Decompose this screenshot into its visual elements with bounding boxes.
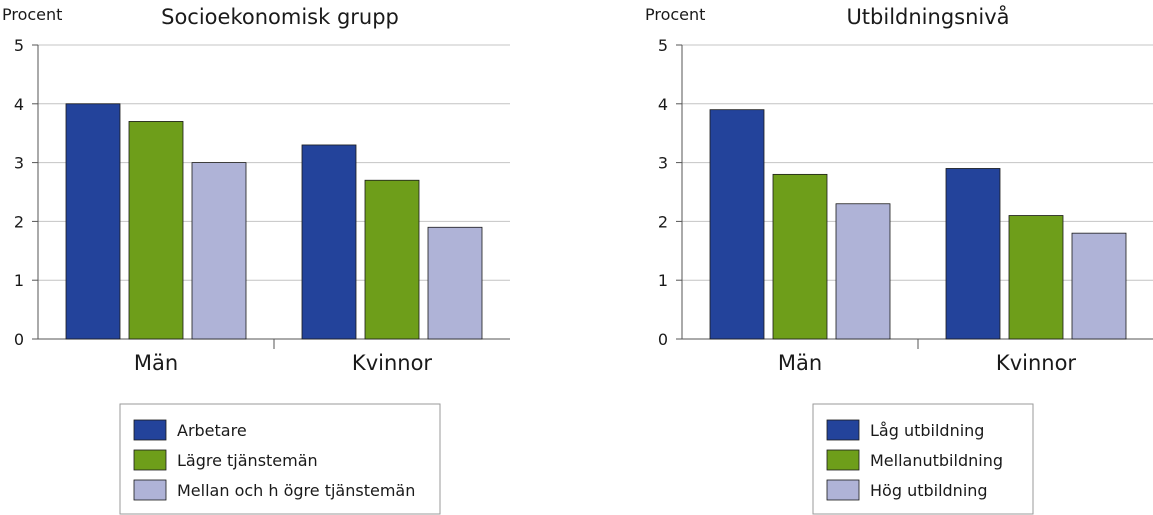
chart-1: Socioekonomisk grupp Procent 0 1 2 3 4 5 Män Kvin… xyxy=(2,5,510,515)
y-tick-label: 1 xyxy=(658,271,668,290)
y-tick-label: 4 xyxy=(658,95,668,114)
bar-man-series-3 xyxy=(835,203,891,340)
bar-kvinnor-series-2 xyxy=(364,179,420,340)
y-tick-label: 0 xyxy=(14,330,24,349)
bar-kvinnor-series-3 xyxy=(1071,232,1127,340)
legend-swatch xyxy=(133,449,167,471)
legend-label: Arbetare xyxy=(177,421,247,440)
legend-box xyxy=(119,403,441,515)
legend-swatch xyxy=(826,449,860,471)
x-category-label: Kvinnor xyxy=(352,351,433,375)
legend-label: Lägre tjänstemän xyxy=(177,451,318,470)
bar-man-series-1 xyxy=(709,109,765,340)
bar-man-series-2 xyxy=(772,173,828,340)
y-tick-label: 5 xyxy=(14,36,24,55)
x-category-label: Män xyxy=(134,351,178,375)
bar-man-series-1 xyxy=(65,103,121,340)
y-tick-label: 3 xyxy=(658,154,668,173)
legend-label: Mellan och h ögre tjänstemän xyxy=(177,481,415,500)
y-tick-label: 4 xyxy=(14,95,24,114)
legend-swatch xyxy=(826,479,860,501)
legend-swatch xyxy=(133,479,167,501)
bar-man-series-3 xyxy=(191,162,247,340)
chart-title: Socioekonomisk grupp xyxy=(161,5,399,29)
legend: Låg utbildning Mellanutbildning Hög utbild… xyxy=(812,403,1034,515)
x-category-label: Män xyxy=(778,351,822,375)
y-tick-label: 2 xyxy=(658,212,668,231)
chart-2: Utbildningsnivå Procent 0 1 2 3 4 5 Män Kvinnor Lå… xyxy=(645,4,1153,515)
y-tick-label: 0 xyxy=(658,330,668,349)
legend-label: Låg utbildning xyxy=(870,421,984,440)
y-tick-label: 3 xyxy=(14,154,24,173)
bar-kvinnor-series-1 xyxy=(301,144,357,340)
y-axis-title: Procent xyxy=(2,5,62,24)
bar-kvinnor-series-1 xyxy=(945,168,1001,340)
legend-label: Mellanutbildning xyxy=(870,451,1003,470)
y-tick-label: 5 xyxy=(658,36,668,55)
legend-swatch xyxy=(133,419,167,441)
y-axis-title: Procent xyxy=(645,5,705,24)
bar-kvinnor-series-2 xyxy=(1008,215,1064,340)
bar-kvinnor-series-3 xyxy=(427,226,483,340)
legend: Arbetare Lägre tjänstemän Mellan och h ögr… xyxy=(119,403,441,515)
legend-swatch xyxy=(826,419,860,441)
x-category-label: Kvinnor xyxy=(996,351,1077,375)
legend-label: Hög utbildning xyxy=(870,481,988,500)
chart-title: Utbildningsnivå xyxy=(846,4,1009,29)
y-tick-label: 1 xyxy=(14,271,24,290)
bar-man-series-2 xyxy=(128,121,184,340)
y-tick-label: 2 xyxy=(14,212,24,231)
